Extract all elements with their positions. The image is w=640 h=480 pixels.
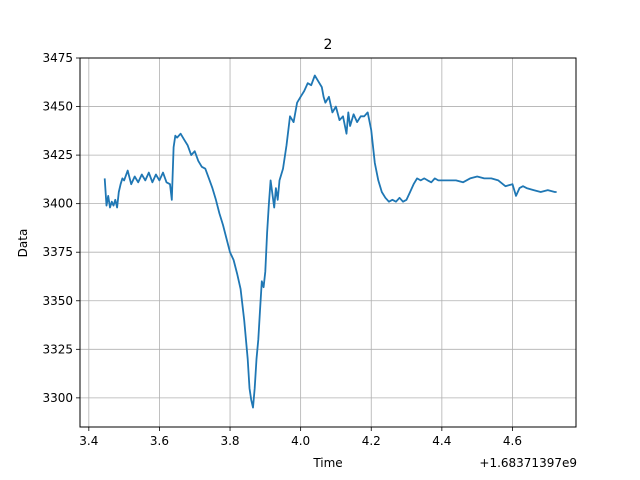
x-tick-label: 4.6: [503, 434, 522, 448]
y-axis-label: Data: [16, 229, 30, 258]
y-tick-label: 3325: [42, 342, 73, 356]
y-tick-label: 3375: [42, 245, 73, 259]
x-tick-label: 4.0: [291, 434, 310, 448]
y-tick-label: 3450: [42, 100, 73, 114]
y-axis: 3300 3325 3350 3375 3400 3425 3450 3475: [42, 51, 80, 405]
series-group: [103, 74, 557, 409]
x-axis: 3.4 3.6 3.8 4.0 4.2 4.4 4.6: [79, 427, 522, 448]
x-tick-label: 3.6: [150, 434, 169, 448]
y-tick-label: 3300: [42, 391, 73, 405]
y-tick-label: 3400: [42, 197, 73, 211]
y-tick-label: 3350: [42, 294, 73, 308]
x-tick-label: 3.8: [220, 434, 239, 448]
y-tick-label: 3425: [42, 148, 73, 162]
gridlines: [80, 57, 576, 427]
x-offset-label: +1.68371397e9: [479, 456, 577, 470]
x-tick-label: 4.2: [362, 434, 381, 448]
x-tick-label: 4.4: [432, 434, 451, 448]
x-axis-label: Time: [312, 456, 342, 470]
chart-title: 2: [324, 37, 333, 53]
x-tick-label: 3.4: [79, 434, 98, 448]
y-tick-label: 3475: [42, 51, 73, 65]
plot-frame: [79, 57, 577, 428]
series-points-0: [104, 75, 557, 408]
series-line-0: [103, 74, 557, 409]
